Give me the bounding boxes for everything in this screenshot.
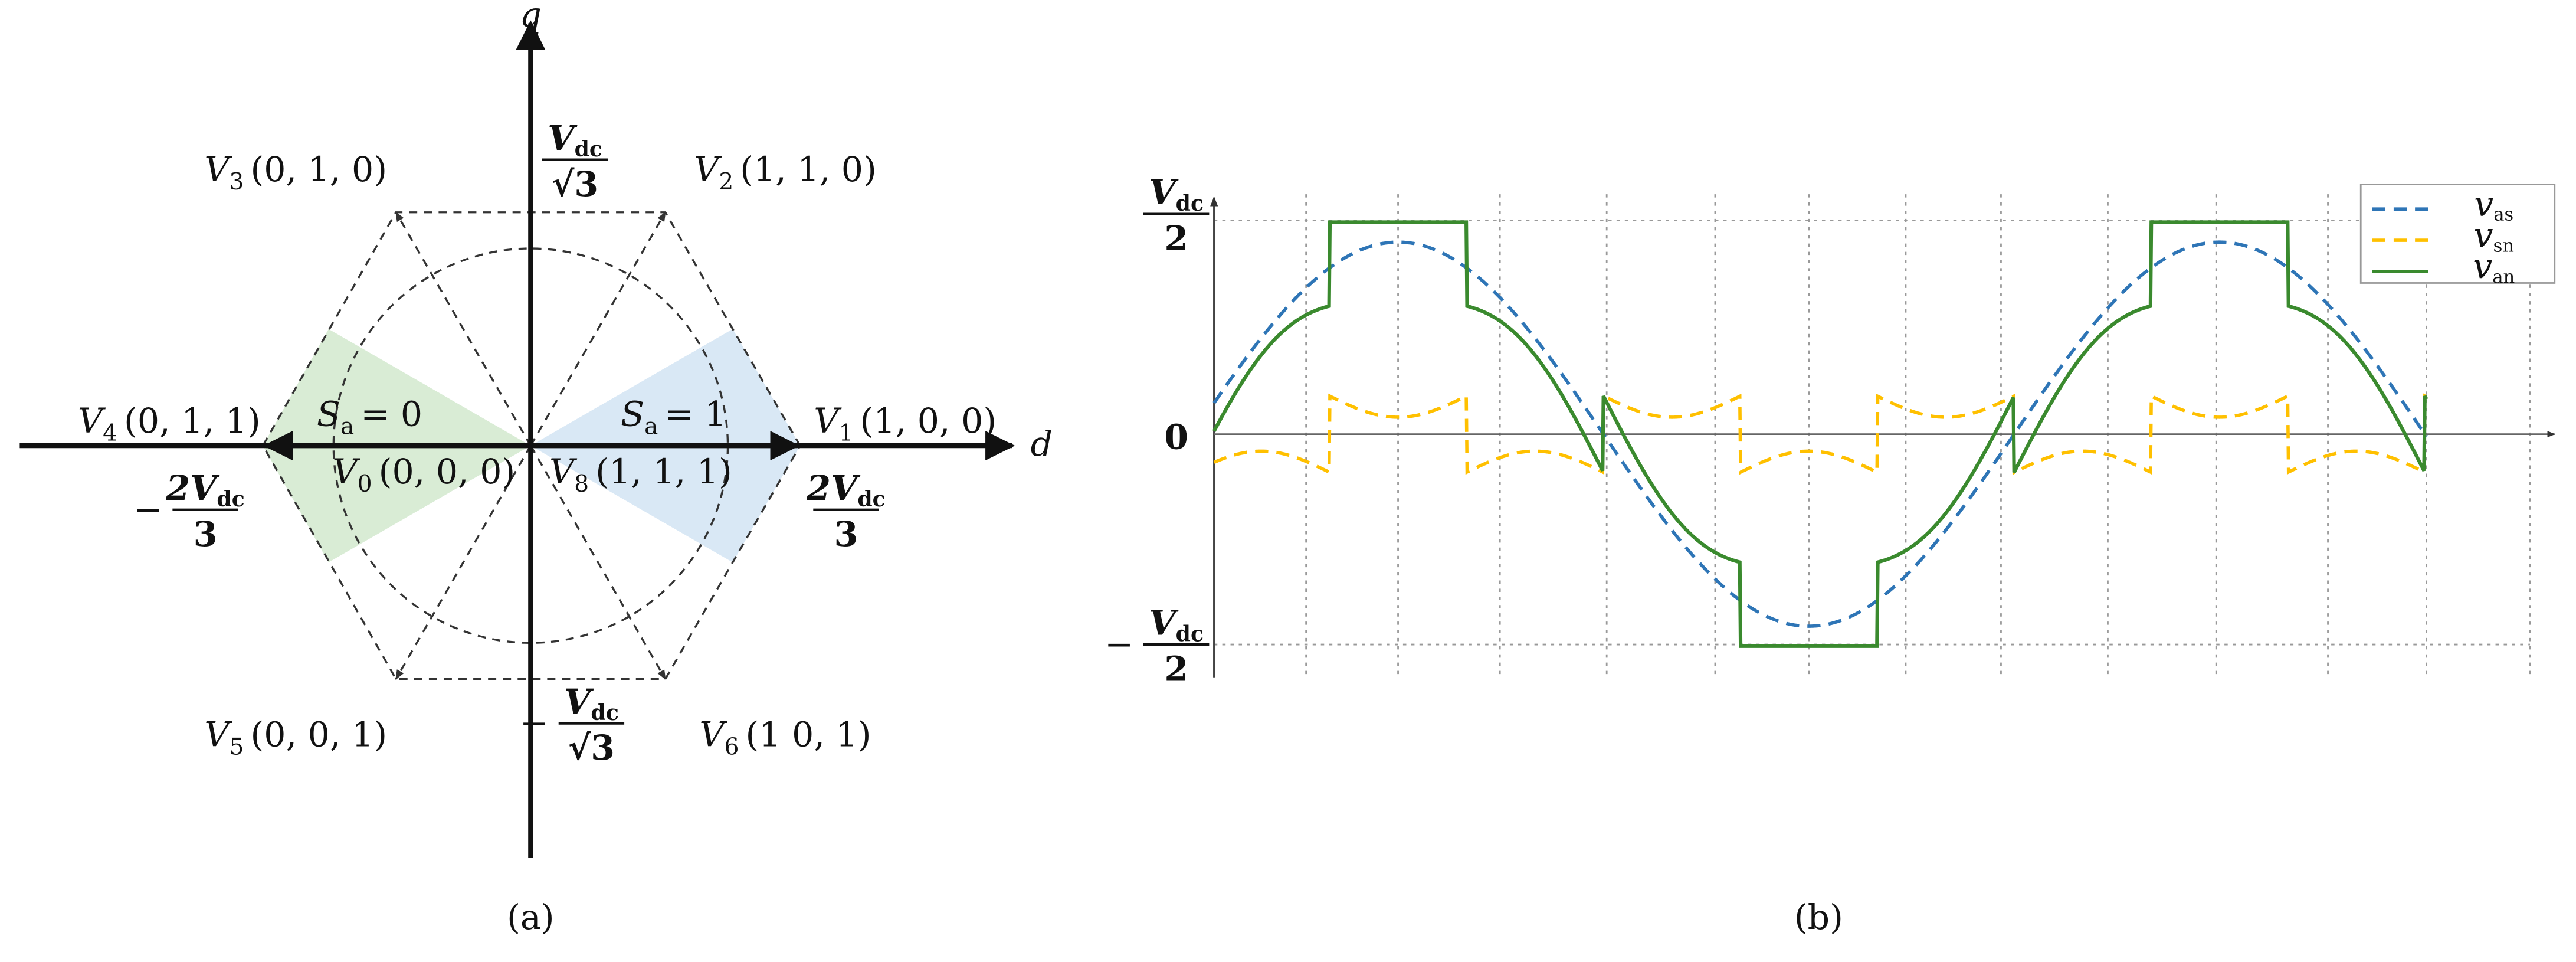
subscript: sn	[2493, 236, 2514, 257]
num: V	[548, 117, 578, 158]
subscript: a	[644, 414, 658, 440]
label-tail: (0, 0, 1)	[250, 715, 387, 755]
label-tail: = 1	[664, 394, 726, 434]
math-label: V1 (1, 0, 0)	[814, 401, 997, 447]
denominator: 3	[834, 513, 858, 554]
symbol: S	[317, 394, 340, 434]
num-sub: dc	[591, 700, 618, 725]
num: 2V	[806, 467, 861, 508]
legend-label: van	[2473, 246, 2515, 287]
subscript: 5	[230, 734, 244, 761]
numerator: 2Vdc	[806, 467, 885, 512]
legend-label: vsn	[2474, 215, 2514, 256]
symbol: V	[204, 149, 232, 189]
subscript: 2	[719, 169, 733, 195]
d-label: d	[1031, 424, 1053, 464]
denominator: 3	[194, 513, 218, 554]
numerator: Vdc	[564, 681, 619, 725]
symbol: V	[78, 401, 106, 441]
math-label: V3 (0, 1, 0)	[204, 149, 387, 195]
denominator: 2	[1164, 218, 1188, 259]
subscript: a	[340, 414, 354, 440]
label-tail: (0, 1, 1)	[124, 401, 261, 441]
numerator: Vdc	[548, 117, 602, 162]
num-sub: dc	[575, 136, 602, 162]
y-label: 0	[1164, 417, 1188, 457]
sign: −	[1105, 624, 1133, 665]
subscript: 6	[725, 734, 739, 761]
math-label: V4 (0, 1, 1)	[78, 401, 261, 447]
numerator: 2Vdc	[165, 467, 244, 512]
van-curve	[1212, 220, 2428, 648]
num: V	[1149, 172, 1179, 212]
label-tail: (1, 1, 0)	[740, 149, 877, 189]
num-sub: dc	[1176, 191, 1204, 216]
num-sub: dc	[1176, 621, 1204, 646]
math-label: V2 (1, 1, 0)	[694, 149, 877, 195]
symbol: V	[204, 715, 232, 755]
symbol: V	[694, 149, 722, 189]
legend-label: vas	[2474, 184, 2513, 225]
subscript: 3	[230, 169, 244, 195]
math-label: V6 (1 0, 1)	[699, 715, 871, 761]
symbol: S	[621, 394, 644, 434]
symbol: V	[549, 451, 578, 492]
math-label: V0 (0, 0, 0)	[333, 451, 516, 498]
label-tail: (1, 0, 0)	[860, 401, 997, 441]
num-sub: dc	[217, 486, 244, 512]
caption: (a)	[507, 897, 554, 937]
symbol: v	[2474, 184, 2493, 224]
denominator: 2	[1164, 648, 1188, 689]
math-label: Sa = 0	[317, 394, 422, 440]
label-tail: = 0	[360, 394, 422, 434]
symbol: V	[814, 401, 842, 441]
subscript: an	[2492, 267, 2515, 287]
num-sub: dc	[857, 486, 885, 512]
panel-b: (b)	[1210, 184, 2556, 937]
numerator: Vdc	[1149, 172, 1204, 216]
subscript: 0	[358, 471, 372, 498]
num: 2V	[165, 467, 220, 508]
symbol: v	[2473, 246, 2492, 286]
math-label: Sa = 1	[621, 394, 726, 440]
panel-a: q d (a)	[19, 0, 1053, 937]
sign: −	[134, 489, 163, 529]
symbol: V	[333, 451, 361, 492]
denominator: √3	[568, 727, 615, 768]
label-tail: (1 0, 1)	[746, 715, 871, 755]
symbol: v	[2474, 215, 2493, 255]
q-label: q	[520, 0, 542, 35]
math-label: V5 (0, 0, 1)	[204, 715, 387, 761]
caption: (b)	[1794, 897, 1843, 937]
label-tail: (0, 1, 0)	[250, 149, 387, 189]
num: V	[1149, 602, 1179, 643]
label-tail: (0, 0, 0)	[379, 451, 516, 492]
subscript: as	[2493, 205, 2513, 225]
vector-arrows	[395, 211, 667, 680]
numerator: Vdc	[1149, 602, 1204, 646]
denominator: √3	[552, 163, 598, 204]
legend	[2359, 184, 2556, 284]
symbol: V	[699, 715, 727, 755]
vsn-curve	[1213, 393, 2427, 475]
sign: −	[520, 703, 549, 743]
subscript: 8	[574, 471, 589, 498]
subscript: 1	[839, 420, 854, 447]
subscript: 4	[103, 420, 117, 447]
label-tail: (1, 1, 1)	[595, 451, 732, 492]
num: V	[564, 681, 594, 722]
vas-curve	[1212, 240, 2428, 628]
math-label: V8 (1, 1, 1)	[549, 451, 732, 498]
